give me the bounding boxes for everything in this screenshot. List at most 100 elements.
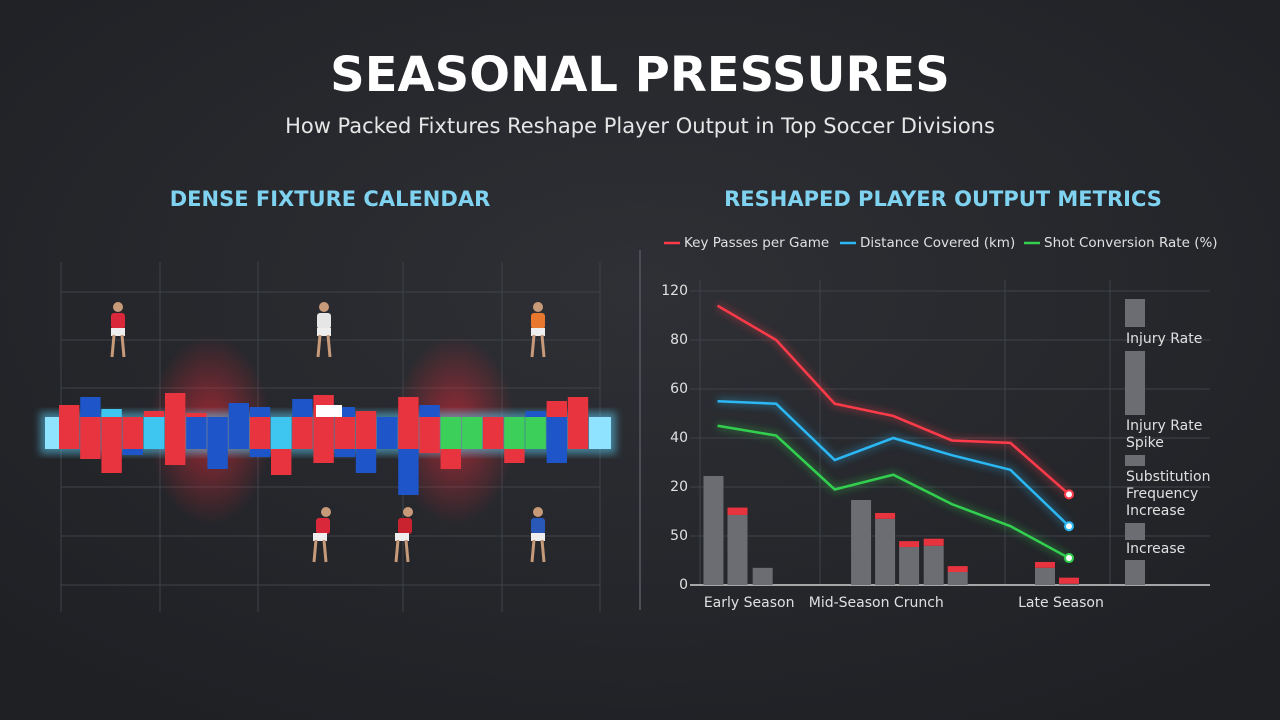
player-shorts xyxy=(531,328,545,336)
fixture-cell xyxy=(419,417,440,449)
calendar-title: DENSE FIXTURE CALENDAR xyxy=(170,187,491,211)
fixture-cell xyxy=(440,417,461,449)
player-shirt xyxy=(316,518,330,534)
bar xyxy=(703,475,724,585)
fixture-cell xyxy=(80,417,101,449)
player-leg xyxy=(312,539,318,563)
fixture-cell xyxy=(165,449,186,465)
fixture-cell xyxy=(271,449,292,475)
player-leg xyxy=(110,334,116,358)
series-point xyxy=(1064,521,1074,532)
player-leg xyxy=(404,539,410,563)
fixture-cell xyxy=(525,411,546,417)
fixture-cell xyxy=(355,449,377,473)
series-line xyxy=(717,424,1070,560)
side-block xyxy=(1125,523,1145,540)
chart-title: RESHAPED PLAYER OUTPUT METRICS xyxy=(724,187,1162,211)
fixture-cell xyxy=(398,397,419,417)
legend-label: Shot Conversion Rate (%) xyxy=(1044,235,1218,251)
fixture-cell xyxy=(504,417,525,449)
y-tick-label: 120 xyxy=(661,283,688,299)
fixture-cell xyxy=(313,417,334,449)
player-figure xyxy=(530,507,546,563)
bar-spike xyxy=(875,512,896,519)
player-leg xyxy=(316,334,322,358)
x-tick-label: Late Season xyxy=(1018,595,1104,611)
y-tick-label: 20 xyxy=(670,479,688,495)
fixture-cell xyxy=(271,417,292,449)
series-line xyxy=(716,304,1070,496)
fixture-cell xyxy=(122,449,143,455)
fixture-cell xyxy=(313,449,334,463)
player-shorts xyxy=(313,533,327,541)
fixture-cell xyxy=(377,417,398,449)
player-leg xyxy=(394,539,400,563)
bar xyxy=(851,499,872,585)
series-point xyxy=(1064,489,1074,500)
bar xyxy=(752,567,773,585)
player-shorts xyxy=(395,533,409,541)
strip-end xyxy=(45,417,59,449)
strip-end xyxy=(589,417,611,449)
fixture-cell xyxy=(80,397,101,417)
player-leg xyxy=(120,334,126,358)
fixture-cell xyxy=(419,405,440,417)
fixture-cell xyxy=(567,417,589,449)
fixture-cell xyxy=(122,417,143,449)
fixture-cell xyxy=(228,403,249,417)
fixture-cell xyxy=(334,417,355,449)
fixture-cell xyxy=(165,393,186,417)
player-figure xyxy=(110,302,126,358)
annotation: Substitution Frequency Increase xyxy=(1126,469,1211,519)
fixture-cell xyxy=(398,449,419,495)
fixture-cell xyxy=(355,411,377,417)
bar xyxy=(1034,567,1055,585)
fixture-cell xyxy=(59,405,80,417)
fixture-cell xyxy=(292,417,313,449)
fixture-cell xyxy=(207,417,228,449)
fixture-cell xyxy=(249,417,271,449)
x-tick-label: Early Season xyxy=(704,595,795,611)
series-line xyxy=(717,400,1070,528)
player-leg xyxy=(540,539,546,563)
chart: 0 50 20 40 60 80 120 Early Season Mid-Season Cru… xyxy=(661,235,1217,611)
fixture-cell xyxy=(546,401,567,417)
bar-spike xyxy=(727,507,748,515)
bar xyxy=(947,572,968,585)
fixture-cell xyxy=(249,449,271,457)
bar xyxy=(899,547,920,585)
bar-spike xyxy=(1034,561,1055,568)
bar-spike xyxy=(1059,577,1079,584)
fixture-cell xyxy=(292,399,313,417)
player-figure xyxy=(312,507,331,563)
fixture-cell xyxy=(355,417,377,449)
player-head xyxy=(113,302,123,312)
bar xyxy=(727,514,748,585)
player-leg xyxy=(530,334,536,358)
annotation: Injury Rate xyxy=(1126,331,1202,347)
player-head xyxy=(533,507,543,517)
player-head xyxy=(533,302,543,312)
player-leg xyxy=(326,334,332,358)
fixture-cell xyxy=(249,407,271,417)
player-head xyxy=(319,302,329,312)
calendar xyxy=(40,262,616,612)
annotation: Injury Rate Spike xyxy=(1126,418,1202,451)
fixture-cell xyxy=(186,417,207,449)
bar-spike xyxy=(947,566,968,573)
fixture-cell xyxy=(316,405,342,417)
fixture-cell xyxy=(483,417,504,449)
y-tick-label: 0 xyxy=(679,577,688,593)
title: SEASONAL PRESSURES xyxy=(330,47,950,103)
player-figure xyxy=(316,302,332,358)
x-tick-label: Mid-Season Crunch xyxy=(809,595,944,611)
player-figure xyxy=(394,507,413,563)
player-shorts xyxy=(531,533,545,541)
bar xyxy=(1059,583,1079,585)
player-head xyxy=(321,507,331,517)
fixture-cell xyxy=(334,449,355,457)
fixture-cell xyxy=(525,417,546,449)
series-point xyxy=(1064,553,1074,564)
fixture-cell xyxy=(398,417,419,449)
